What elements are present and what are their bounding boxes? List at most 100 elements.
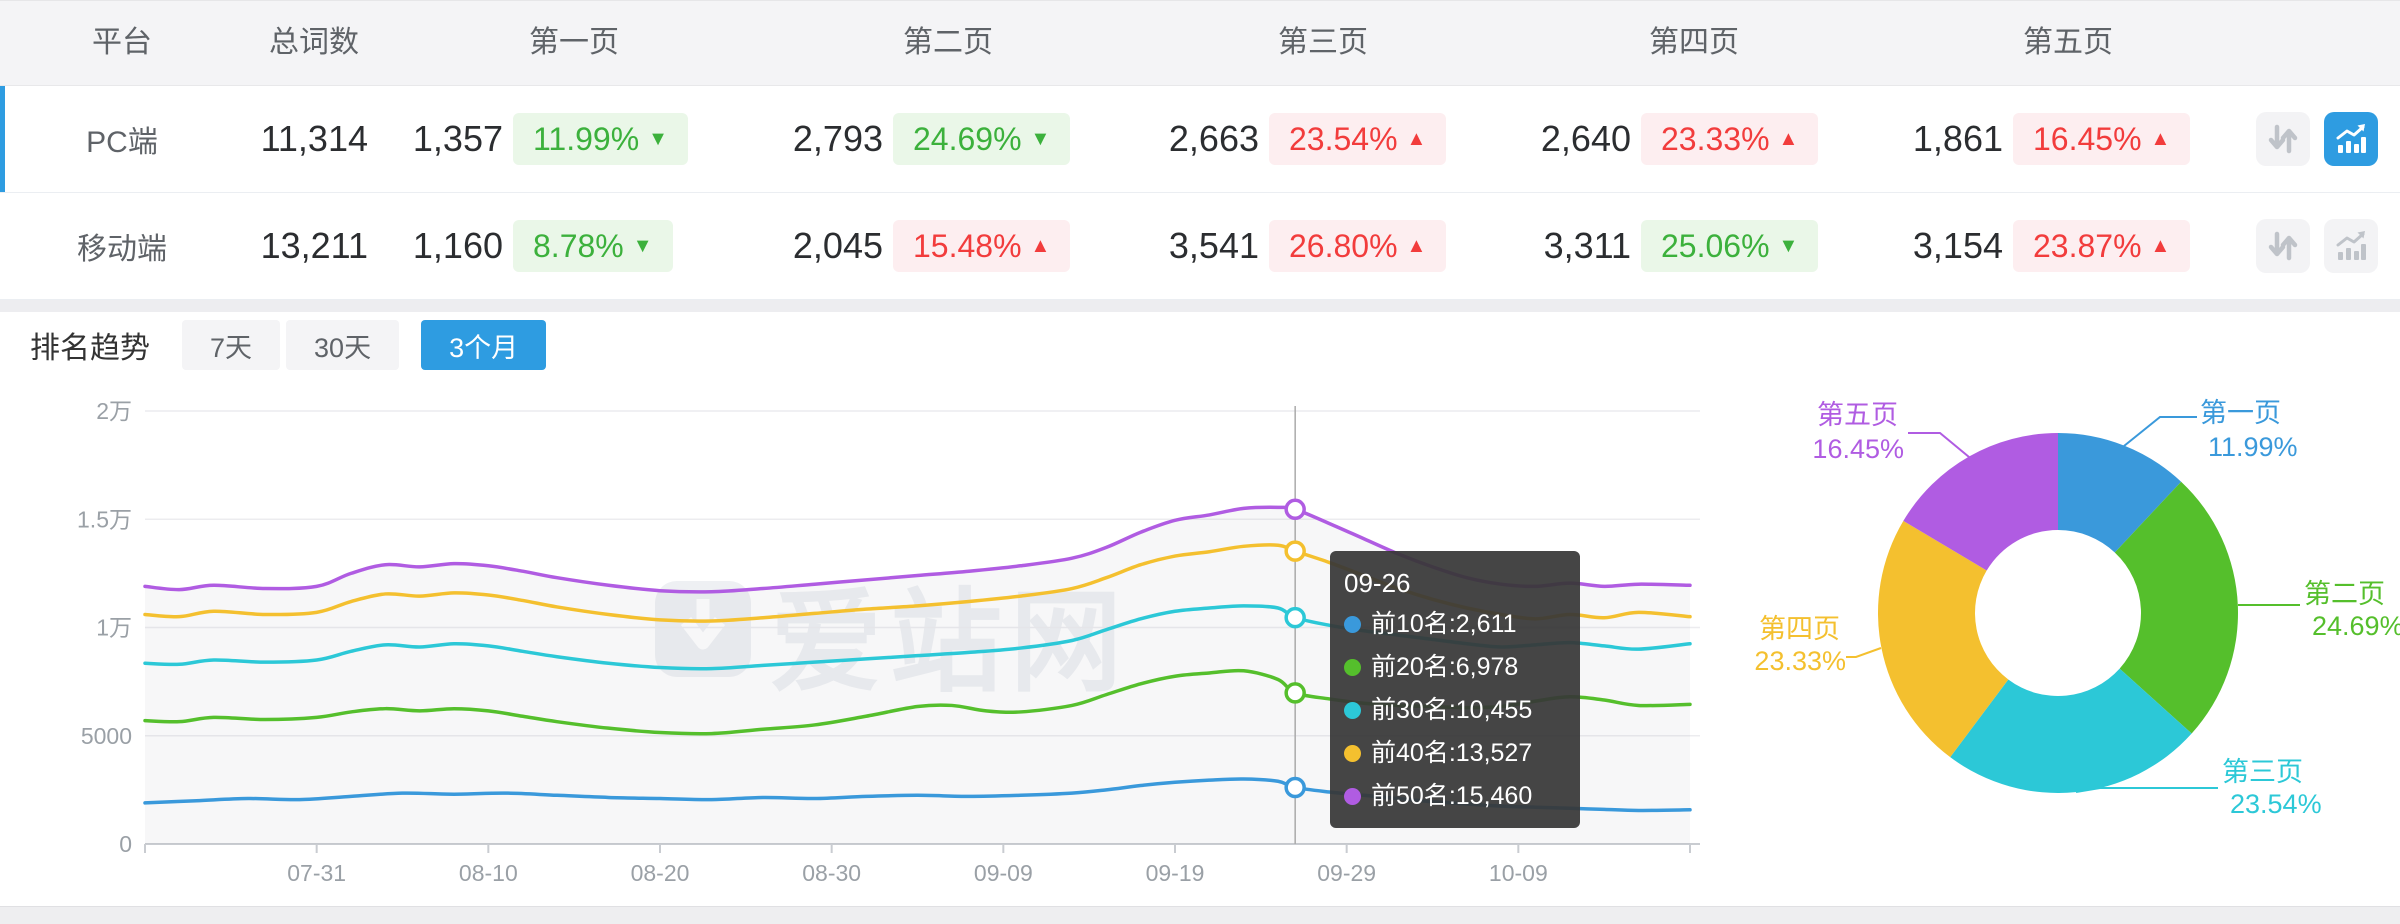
donut-label-percent: 24.69% bbox=[2312, 611, 2400, 641]
donut-label-name: 第三页 bbox=[2222, 757, 2303, 787]
bottom-strip bbox=[0, 906, 2400, 924]
page3-count: 2,663 bbox=[1073, 118, 1259, 160]
page3-change-badge: 23.54%▲ bbox=[1269, 113, 1446, 165]
total-words-value: 13,211 bbox=[244, 225, 368, 267]
x-axis-label: 09-29 bbox=[1317, 860, 1376, 886]
trend-arrow-icon: ▲ bbox=[1407, 235, 1427, 258]
page4-change-badge: 25.06%▼ bbox=[1641, 220, 1818, 272]
y-axis-label: 1.5万 bbox=[77, 506, 132, 532]
col-header-page4: 第四页 bbox=[1649, 1, 1739, 85]
page3-change-badge: 26.80%▲ bbox=[1269, 220, 1446, 272]
page2-count: 2,793 bbox=[693, 118, 883, 160]
table-header: 平台 总词数 第一页 第二页 第三页 第四页 第五页 bbox=[0, 1, 2400, 86]
sort-icon[interactable] bbox=[2256, 219, 2310, 273]
x-axis-label: 09-19 bbox=[1146, 860, 1205, 886]
y-axis-label: 1万 bbox=[96, 615, 132, 641]
tooltip-row: 前30名10,455 bbox=[1344, 689, 1566, 732]
page5-count: 3,154 bbox=[1821, 225, 2003, 267]
col-header-page1: 第一页 bbox=[529, 1, 619, 85]
table-row-pc[interactable]: PC端 11,314 1,357 11.99%▼ 2,793 24.69%▼ 2… bbox=[0, 86, 2400, 193]
trend-arrow-icon: ▲ bbox=[1779, 128, 1799, 151]
tab-30-days[interactable]: 30天 bbox=[286, 320, 399, 370]
trend-section-title: 排名趋势 bbox=[30, 323, 150, 367]
tooltip-row: 前10名2,611 bbox=[1344, 603, 1566, 646]
donut-leader-line bbox=[1846, 648, 1881, 657]
page-distribution-donut-chart: 第一页 11.99% 第二页24.69% 第三页23.54% 第四页23.33% 第五页 1… bbox=[1700, 381, 2400, 911]
donut-label-name: 第一页 bbox=[2200, 398, 2281, 428]
tooltip-row: 前20名6,978 bbox=[1344, 646, 1566, 689]
col-header-page2: 第二页 bbox=[903, 1, 993, 85]
page5-change-badge: 23.87%▲ bbox=[2013, 220, 2190, 272]
series-dot-icon bbox=[1344, 745, 1361, 762]
x-axis-label: 08-10 bbox=[459, 860, 518, 886]
keyword-ranking-dashboard: 平台 总词数 第一页 第二页 第三页 第四页 第五页 PC端 11,314 1,… bbox=[0, 0, 2400, 924]
page1-count: 1,160 bbox=[368, 225, 503, 267]
series-dot-icon bbox=[1344, 616, 1361, 633]
trend-arrow-icon: ▲ bbox=[2151, 235, 2171, 258]
page2-change-badge: 24.69%▼ bbox=[893, 113, 1070, 165]
col-header-platform: 平台 bbox=[92, 1, 152, 85]
trend-toolbar: 排名趋势 7天 30天 3个月 bbox=[0, 312, 2400, 378]
donut-leader-line bbox=[2124, 417, 2197, 446]
y-axis-label: 2万 bbox=[96, 398, 132, 424]
donut-leader-line bbox=[1908, 433, 1969, 457]
hover-marker-前40名 bbox=[1286, 542, 1304, 560]
tooltip-row: 前40名13,527 bbox=[1344, 732, 1566, 775]
col-header-page5: 第五页 bbox=[2023, 1, 2113, 85]
page4-change-badge: 23.33%▲ bbox=[1641, 113, 1818, 165]
page1-count: 1,357 bbox=[368, 118, 503, 160]
x-axis-label: 10-09 bbox=[1489, 860, 1548, 886]
y-axis-label: 5000 bbox=[81, 723, 132, 749]
platform-label: 移动端 bbox=[0, 224, 244, 268]
trend-arrow-icon: ▼ bbox=[648, 128, 668, 151]
x-axis-label: 08-30 bbox=[802, 860, 861, 886]
trend-arrow-icon: ▼ bbox=[633, 235, 653, 258]
page4-count: 2,640 bbox=[1449, 118, 1631, 160]
platform-label: PC端 bbox=[0, 117, 244, 161]
hover-marker-前50名 bbox=[1286, 500, 1304, 518]
x-axis-label: 08-20 bbox=[631, 860, 690, 886]
donut-label-percent: 23.33% bbox=[1754, 646, 1846, 676]
y-axis-label: 0 bbox=[119, 831, 132, 857]
page2-count: 2,045 bbox=[693, 225, 883, 267]
hover-marker-前30名 bbox=[1286, 609, 1304, 627]
page1-change-badge: 8.78%▼ bbox=[513, 220, 673, 272]
tab-7-days[interactable]: 7天 bbox=[182, 320, 280, 370]
series-dot-icon bbox=[1344, 702, 1361, 719]
donut-leader-line bbox=[2076, 788, 2218, 792]
table-row-mobile[interactable]: 移动端 13,211 1,160 8.78%▼ 2,045 15.48%▲ 3,… bbox=[0, 193, 2400, 300]
trend-arrow-icon: ▼ bbox=[1779, 235, 1799, 258]
col-header-total: 总词数 bbox=[269, 1, 359, 85]
donut-label-name: 第四页 bbox=[1759, 614, 1840, 644]
x-axis-label: 09-09 bbox=[974, 860, 1033, 886]
tooltip-row: 前50名15,460 bbox=[1344, 775, 1566, 818]
sort-icon[interactable] bbox=[2256, 112, 2310, 166]
col-header-page3: 第三页 bbox=[1278, 1, 1368, 85]
trend-arrow-icon: ▼ bbox=[1031, 128, 1051, 151]
trend-arrow-icon: ▲ bbox=[2151, 128, 2171, 151]
series-dot-icon bbox=[1344, 788, 1361, 805]
series-dot-icon bbox=[1344, 659, 1361, 676]
page1-change-badge: 11.99%▼ bbox=[513, 113, 688, 165]
donut-label-percent: 16.45% bbox=[1812, 434, 1904, 464]
page5-count: 1,861 bbox=[1821, 118, 2003, 160]
trend-chart-icon[interactable] bbox=[2324, 219, 2378, 273]
tab-3-months[interactable]: 3个月 bbox=[421, 320, 546, 370]
donut-label-percent: 11.99% bbox=[2208, 432, 2298, 462]
tooltip-date: 09-26 bbox=[1344, 563, 1566, 603]
hover-marker-前20名 bbox=[1286, 684, 1304, 702]
section-divider bbox=[0, 300, 2400, 312]
total-words-value: 11,314 bbox=[244, 118, 368, 160]
page3-count: 3,541 bbox=[1073, 225, 1259, 267]
page2-change-badge: 15.48%▲ bbox=[893, 220, 1070, 272]
hover-marker-前10名 bbox=[1286, 778, 1304, 796]
trend-chart-icon[interactable] bbox=[2324, 112, 2378, 166]
donut-label-percent: 23.54% bbox=[2230, 789, 2322, 819]
chart-tooltip: 09-26 前10名2,611 前20名6,978 前30名10,455 前40… bbox=[1330, 551, 1580, 828]
trend-arrow-icon: ▲ bbox=[1031, 235, 1051, 258]
trend-arrow-icon: ▲ bbox=[1407, 128, 1427, 151]
page5-change-badge: 16.45%▲ bbox=[2013, 113, 2190, 165]
page4-count: 3,311 bbox=[1449, 225, 1631, 267]
donut-label-name: 第二页 bbox=[2304, 579, 2385, 609]
donut-label-name: 第五页 bbox=[1817, 400, 1898, 430]
